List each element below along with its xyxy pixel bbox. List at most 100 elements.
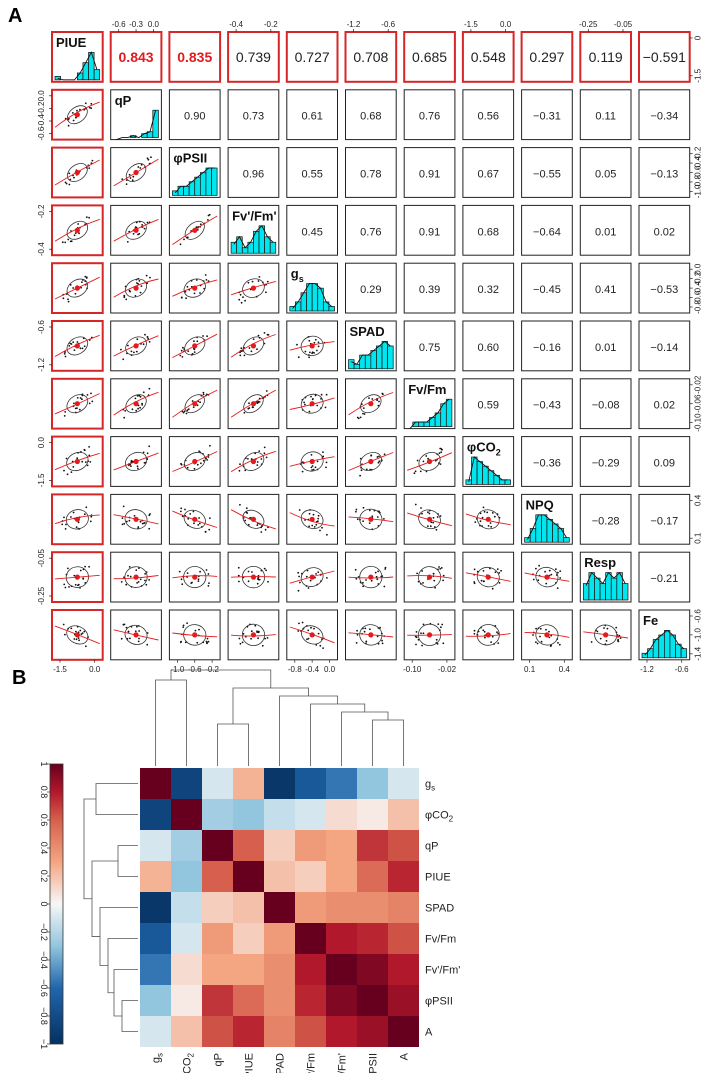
row-label: Fv'/Fm' [425,965,460,977]
matrix-cell [227,378,280,430]
left-tick-label: -0.2 [37,101,46,115]
data-point [370,579,373,582]
data-point [316,404,319,407]
data-point [605,640,608,642]
matrix-cell [521,609,573,661]
data-point [196,641,199,644]
data-point [88,167,91,170]
matrix-cell [110,436,162,487]
cell-frame [638,204,691,256]
heatmap-cell [140,1016,171,1047]
right-tick-label: -0.8 [694,300,703,314]
heatmap-cell [264,985,295,1016]
cell-frame [168,89,221,141]
heatmap-cell [264,799,295,830]
data-point [200,462,202,465]
data-point [129,637,131,640]
data-point [88,106,91,109]
data-point [615,626,618,629]
histogram-bar [353,363,361,370]
loess-line [407,452,453,471]
data-point [441,448,443,451]
data-point [132,175,135,178]
data-point [206,637,209,640]
data-point [140,285,143,287]
correlation-value: 0.41 [595,284,616,296]
data-point [146,452,149,455]
column-dendrogram-branch [217,723,249,766]
heatmap-cell [357,861,388,892]
column-dendrogram-branch [170,669,272,688]
data-point [209,444,211,447]
data-point [207,280,210,282]
correlation-value: −0.55 [533,169,561,181]
loess-line [289,397,335,410]
cell-frame [638,378,691,430]
histogram-bar [152,109,159,138]
right-tick-label: -1.4 [694,646,703,660]
data-point [179,243,182,246]
loess-line [348,632,394,638]
data-point [147,337,150,340]
matrix-cell [168,378,221,430]
matrix-cell: 0.01 [579,204,632,256]
data-point [192,406,195,408]
data-point [205,569,208,571]
data-point [550,573,553,576]
data-point [362,506,365,509]
data-point [359,416,362,419]
data-point [67,567,69,570]
cell-frame [520,31,574,83]
histogram-bar [317,287,324,312]
heatmap-cell [233,954,264,985]
loess-line [465,513,511,526]
data-point [180,640,183,643]
data-point [91,159,94,162]
matrix-cell: 0.61 [286,89,338,141]
row-dendrogram-branch [113,969,138,1017]
data-point [484,636,486,639]
data-point [206,459,209,461]
data-point [256,402,259,405]
data-point [356,633,359,636]
loess-line [113,158,159,187]
data-point [209,517,211,519]
data-point [432,516,435,519]
data-point [239,293,242,296]
data-point [242,296,244,299]
data-point [298,575,300,578]
data-point [356,518,359,521]
correlation-value: 0.91 [419,226,440,238]
data-point [310,454,313,456]
correlation-value: 0.119 [589,49,623,65]
data-point [193,351,196,353]
correlation-value: 0.78 [360,169,381,181]
data-point [362,581,364,584]
matrix-cell: 0.32 [462,262,515,314]
loess-line [348,576,394,579]
data-point [539,635,541,638]
data-point [311,469,313,471]
confidence-ellipse [65,509,89,530]
matrix-cell [110,204,162,256]
histogram-bar [599,583,607,601]
data-point [130,350,133,353]
data-point [354,568,357,571]
data-point [590,641,593,643]
bottom-tick-label: 0.0 [89,665,101,674]
data-point [62,623,65,626]
matrix-cell [51,435,104,488]
matrix-cell [345,551,397,603]
confidence-ellipse [359,565,383,589]
heatmap-cell [233,985,264,1016]
data-point [137,166,140,168]
data-point [89,520,92,523]
loess-line [465,633,511,637]
cell-frame [403,262,456,314]
heatmap-cell [326,799,357,830]
cell-frame [344,31,398,83]
data-point [141,404,144,406]
data-point [421,644,423,647]
data-point [70,627,73,630]
heatmap-cell [388,954,419,985]
